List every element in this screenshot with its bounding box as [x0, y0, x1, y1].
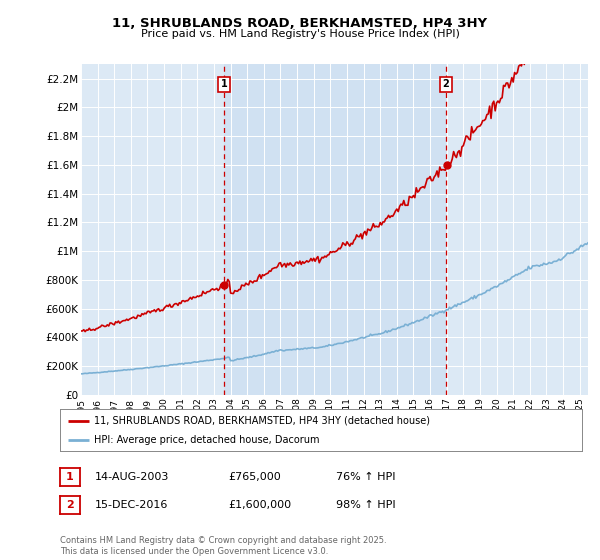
Text: 14-AUG-2003: 14-AUG-2003: [95, 472, 169, 482]
Text: HPI: Average price, detached house, Dacorum: HPI: Average price, detached house, Daco…: [94, 435, 319, 445]
Text: 2: 2: [443, 79, 449, 89]
Text: 15-DEC-2016: 15-DEC-2016: [95, 500, 168, 510]
Text: 2: 2: [66, 500, 74, 510]
Text: 1: 1: [221, 79, 227, 89]
Text: Contains HM Land Registry data © Crown copyright and database right 2025.
This d: Contains HM Land Registry data © Crown c…: [60, 536, 386, 556]
Text: 98% ↑ HPI: 98% ↑ HPI: [336, 500, 395, 510]
Text: Price paid vs. HM Land Registry's House Price Index (HPI): Price paid vs. HM Land Registry's House …: [140, 29, 460, 39]
Text: 11, SHRUBLANDS ROAD, BERKHAMSTED, HP4 3HY (detached house): 11, SHRUBLANDS ROAD, BERKHAMSTED, HP4 3H…: [94, 416, 430, 426]
Text: 76% ↑ HPI: 76% ↑ HPI: [336, 472, 395, 482]
Text: £765,000: £765,000: [228, 472, 281, 482]
Text: 11, SHRUBLANDS ROAD, BERKHAMSTED, HP4 3HY: 11, SHRUBLANDS ROAD, BERKHAMSTED, HP4 3H…: [112, 17, 488, 30]
Bar: [224, 64, 446, 395]
Text: 1: 1: [66, 472, 74, 482]
Text: £1,600,000: £1,600,000: [228, 500, 291, 510]
